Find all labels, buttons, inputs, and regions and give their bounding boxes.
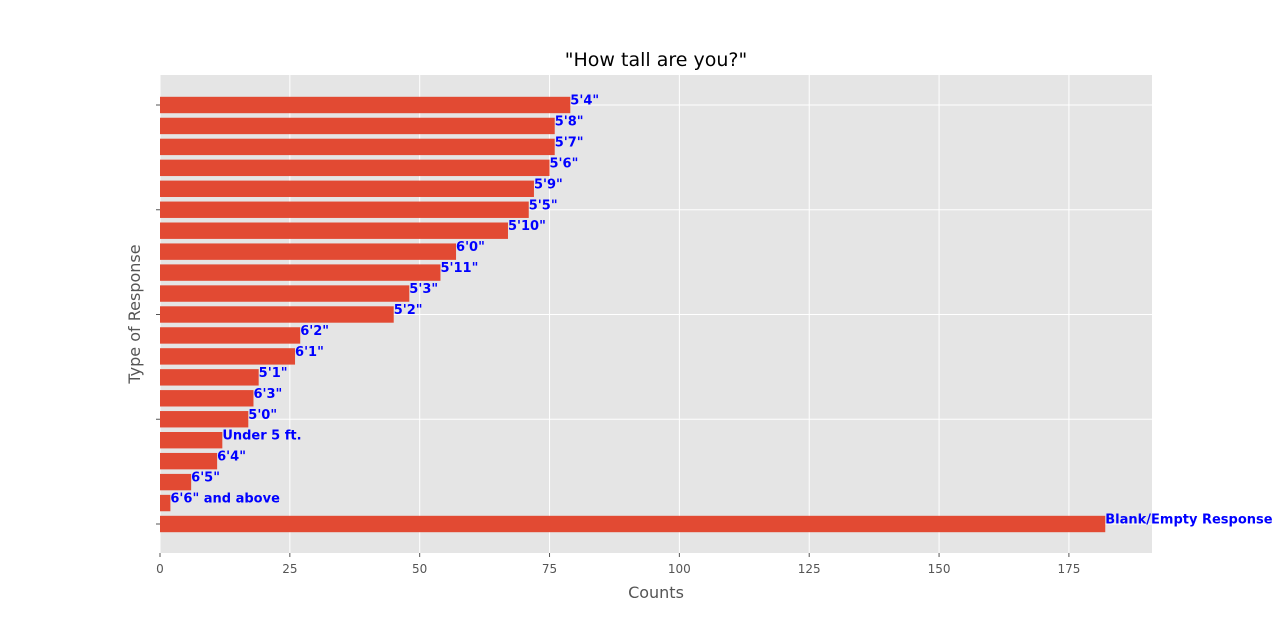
bar-label: 6'2"	[300, 324, 329, 339]
bar	[160, 369, 259, 386]
bar-label: 6'4"	[217, 450, 246, 465]
x-tick-label: 175	[1057, 562, 1080, 576]
bar-label: 5'5"	[529, 198, 558, 213]
chart-title: "How tall are you?"	[565, 49, 747, 71]
bar	[160, 201, 529, 218]
bar	[160, 117, 555, 135]
x-tick-label: 25	[282, 562, 297, 576]
bar-label: 5'9"	[534, 177, 563, 192]
bar-label: 5'0"	[248, 408, 277, 423]
bar	[160, 159, 550, 177]
bar	[160, 222, 508, 239]
bar	[160, 306, 394, 323]
bar	[160, 452, 218, 470]
x-tick-label: 75	[542, 562, 557, 576]
bar	[160, 390, 254, 407]
bar	[160, 411, 249, 428]
bar-label: 5'6"	[550, 156, 579, 171]
bar-label: 6'6" and above	[170, 492, 280, 507]
bar-label: 5'3"	[409, 282, 438, 297]
bar	[160, 473, 192, 491]
x-tick-label: 150	[928, 562, 951, 576]
bar-label: 6'1"	[295, 345, 324, 360]
bar	[160, 285, 410, 302]
bar	[160, 327, 301, 344]
bar	[160, 348, 296, 365]
bar	[160, 432, 223, 449]
bars-group: 5'4"5'8"5'7"5'6"5'9"5'5"5'10"6'0"5'11"5'…	[160, 94, 1273, 533]
bar	[160, 138, 555, 156]
bar-label: 5'2"	[394, 303, 423, 318]
bar-label: 6'3"	[253, 387, 282, 402]
bar	[160, 515, 1106, 533]
bar-label: 5'7"	[555, 135, 584, 150]
bar-label: Under 5 ft.	[222, 429, 301, 444]
x-tick-label: 50	[412, 562, 427, 576]
bar-label: Blank/Empty Response	[1105, 513, 1273, 528]
bar	[160, 243, 457, 260]
x-tick-label: 100	[668, 562, 691, 576]
y-axis-ticks	[156, 104, 160, 525]
x-axis-label: Counts	[628, 583, 684, 602]
bar-label: 5'1"	[259, 366, 288, 381]
bar-label: 5'4"	[570, 94, 599, 109]
bar	[160, 96, 571, 114]
bar-label: 5'11"	[440, 261, 478, 276]
bar-label: 6'5"	[191, 471, 220, 486]
y-axis-label: Type of Response	[125, 244, 144, 384]
bar-label: 5'10"	[508, 219, 546, 234]
x-tick-label: 125	[798, 562, 821, 576]
bar	[160, 264, 441, 281]
bar	[160, 494, 171, 512]
bar-label: 5'8"	[555, 114, 584, 129]
bar	[160, 180, 534, 197]
bar-label: 6'0"	[456, 240, 485, 255]
x-tick-label: 0	[156, 562, 164, 576]
x-axis-ticks: 0 25 50 75 100 125 150 175	[156, 553, 1080, 576]
